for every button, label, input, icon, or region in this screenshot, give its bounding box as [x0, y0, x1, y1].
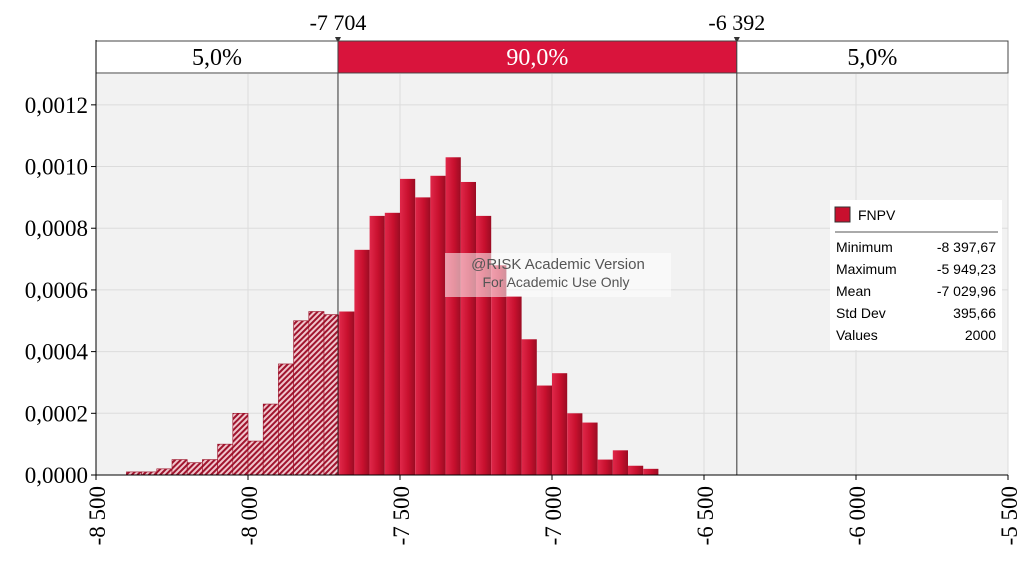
stat-value: -5 949,23	[937, 261, 996, 277]
histogram-bar	[415, 197, 431, 475]
watermark-title: @RISK Academic Version	[471, 256, 645, 273]
histogram-bar	[323, 314, 339, 476]
histogram-bar	[262, 403, 279, 476]
legend-box	[830, 200, 1002, 350]
histogram-bar	[400, 178, 416, 475]
x-tick-label: -8 000	[237, 486, 262, 545]
histogram-bar	[582, 422, 598, 475]
watermark-box	[445, 253, 671, 297]
region-label: 5,0%	[847, 45, 897, 71]
histogram-bar	[156, 468, 173, 476]
histogram-bar	[597, 459, 613, 475]
probability-regions: 5,0% 90,0% 5,0%	[95, 40, 1009, 74]
histogram-bar	[384, 212, 400, 476]
histogram-bar	[247, 440, 264, 476]
histogram-bar	[217, 443, 234, 476]
legend-panel: FNPV Minimum -8 397,67 Maximum -5 949,23 Mean…	[830, 200, 1002, 350]
histogram-bar	[445, 157, 461, 476]
y-tick-label: 0,0002	[25, 401, 88, 426]
stat-name: Minimum	[836, 239, 893, 255]
histogram-bar	[491, 265, 507, 475]
histogram-bars	[126, 157, 659, 476]
histogram-bar	[339, 311, 355, 475]
region-tail	[736, 40, 1009, 74]
histogram-bar	[354, 249, 370, 475]
histogram-bar	[521, 339, 537, 475]
delimiter-lines: -7 704 -6 392	[310, 10, 765, 475]
histogram-bar	[430, 175, 446, 476]
y-tick-label: 0,0006	[25, 278, 88, 303]
histogram-bar	[232, 413, 249, 476]
histogram-bar	[567, 413, 583, 475]
delimiter-marker	[733, 37, 740, 43]
stat-name: Values	[836, 327, 878, 343]
delimiter-label: -6 392	[708, 10, 765, 35]
stat-value: 2000	[965, 327, 996, 343]
delimiter-label: -7 704	[310, 10, 367, 35]
histogram-bar	[460, 181, 476, 475]
y-axis-ticks: 0,0000 0,0002 0,0004 0,0006 0,0008 0,0010 0,00…	[25, 93, 96, 488]
histogram-bar	[293, 320, 310, 476]
y-tick-label: 0,0000	[25, 463, 88, 488]
histogram-bar	[171, 459, 188, 476]
x-tick-label: -5 500	[997, 486, 1022, 545]
stat-value: 395,66	[953, 305, 996, 321]
histogram-bar	[337, 314, 340, 475]
histogram-bar	[643, 468, 659, 475]
y-tick-label: 0,0012	[25, 93, 88, 118]
watermark-subtitle: For Academic Use Only	[482, 274, 629, 290]
stat-name: Std Dev	[836, 305, 886, 321]
histogram-bar	[278, 363, 294, 476]
stat-value: -7 029,96	[937, 283, 996, 299]
histogram-bar	[552, 373, 568, 475]
legend-series-name: FNPV	[858, 207, 896, 223]
histogram-bar	[308, 311, 325, 476]
stat-name: Maximum	[836, 261, 897, 277]
histogram-bar	[628, 465, 644, 475]
histogram-bar	[186, 462, 203, 476]
y-tick-label: 0,0008	[25, 216, 88, 241]
y-tick-label: 0,0004	[25, 340, 89, 365]
region-tail	[95, 40, 339, 74]
histogram-bar	[202, 459, 218, 476]
histogram-bar	[506, 296, 522, 475]
region-label: 90,0%	[506, 45, 568, 71]
histogram-bar	[536, 385, 552, 475]
region-label: 5,0%	[192, 45, 242, 71]
x-tick-label: -8 500	[85, 486, 110, 545]
histogram-bar	[369, 215, 385, 475]
legend-swatch	[834, 206, 851, 223]
x-tick-label: -6 500	[693, 486, 718, 545]
stat-value: -8 397,67	[937, 239, 996, 255]
y-tick-label: 0,0010	[25, 155, 88, 180]
x-tick-label: -6 000	[845, 486, 870, 545]
x-tick-label: -7 000	[541, 486, 566, 545]
stat-name: Mean	[836, 283, 871, 299]
x-axis-ticks: -8 500 -8 000 -7 500 -7 000 -6 500 -6 000 -5 5…	[85, 475, 1022, 545]
histogram-bar	[612, 450, 628, 475]
x-tick-label: -7 500	[389, 486, 414, 545]
region-center	[337, 40, 738, 74]
delimiter-marker	[334, 37, 341, 43]
